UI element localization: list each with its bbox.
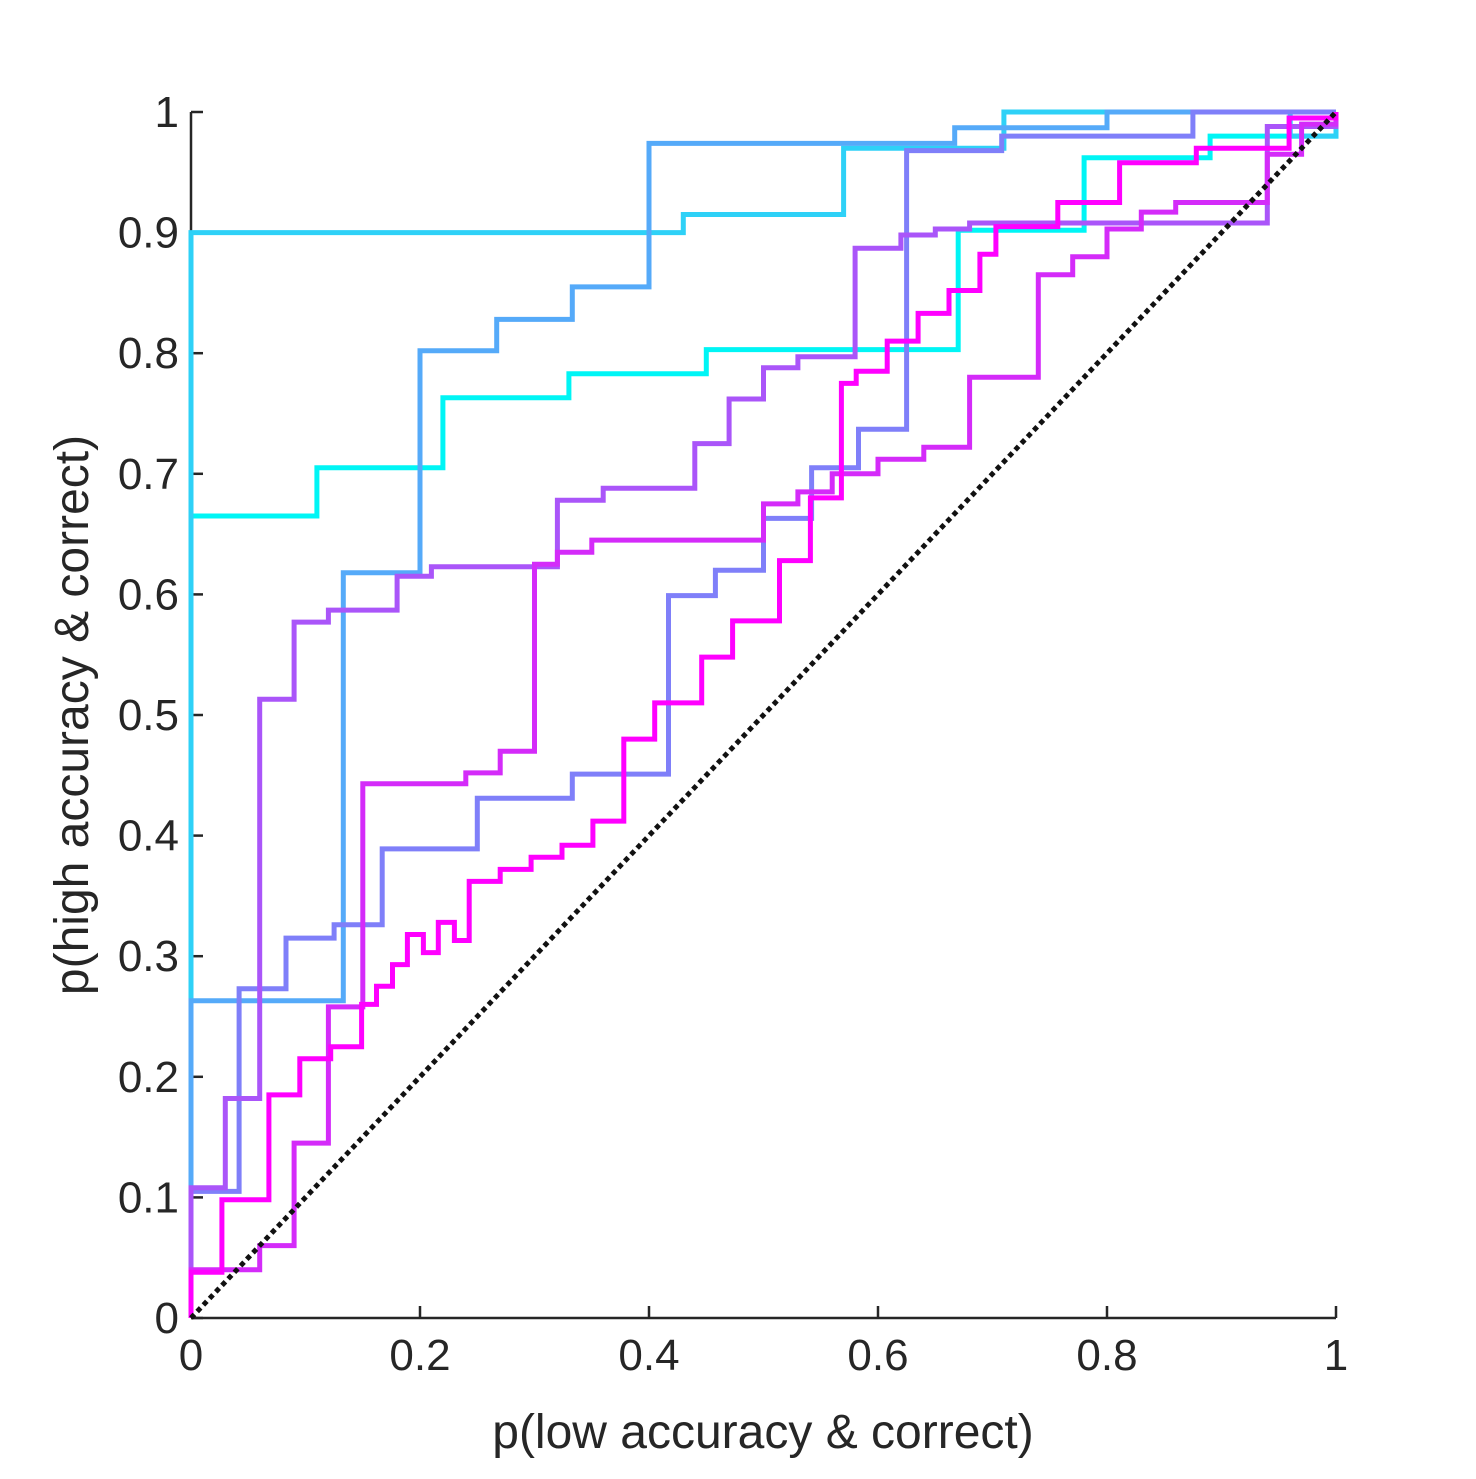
y-tick-label: 0.9 [118, 209, 179, 258]
y-tick-label: 0 [155, 1294, 179, 1343]
y-tick-label: 0.3 [118, 932, 179, 981]
x-axis-label: p(low accuracy & correct) [492, 1406, 1033, 1459]
y-tick-label: 0.2 [118, 1053, 179, 1102]
chance-diagonal-line [189, 110, 1338, 1320]
y-tick-label: 1 [155, 88, 179, 137]
y-tick-label: 0.4 [118, 812, 179, 861]
axes: 0 0.2 0.4 0.6 0.8 1 0 0.1 0.2 0.3 0.4 0.5 0.6 0.7 0.8 0… [118, 88, 1348, 1380]
x-tick-label: 0 [179, 1331, 203, 1380]
series-line-5 [188, 112, 1339, 1318]
y-tick-label: 0.5 [118, 691, 179, 740]
x-tick-label: 0.4 [618, 1331, 679, 1380]
series-line-7 [188, 112, 1339, 1318]
y-axis-label: p(high accuracy & correct) [46, 435, 99, 995]
y-tick-label: 0.1 [118, 1173, 179, 1222]
y-tick-label: 0.6 [118, 570, 179, 619]
x-tick-label: 0.8 [1076, 1331, 1137, 1380]
y-tick-label: 0.7 [118, 450, 179, 499]
plot-area [188, 109, 1339, 1320]
x-tick-label: 0.6 [847, 1331, 908, 1380]
series-line-3 [188, 109, 1336, 1318]
series-line-6 [188, 112, 1339, 1318]
x-tick-label: 0.2 [389, 1331, 450, 1380]
series-line-1 [188, 112, 1339, 1318]
series-line-4 [188, 109, 1336, 1318]
y-tick-label: 0.8 [118, 329, 179, 378]
x-tick-label: 1 [1324, 1331, 1348, 1380]
